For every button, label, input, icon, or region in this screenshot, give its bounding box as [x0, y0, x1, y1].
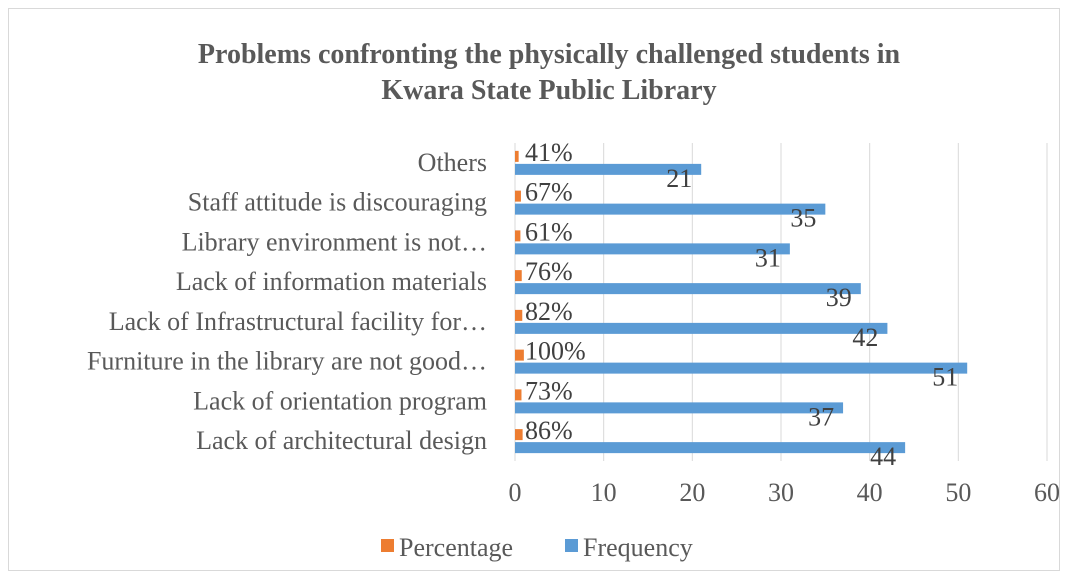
category-label: Furniture in the library are not good… [87, 347, 487, 376]
data-labels: 44 86% 37 73% 51 100% 42 82% 39 76% 31 61% 35 67% 21 41… [525, 138, 958, 471]
data-label-percentage: 82% [525, 297, 573, 326]
x-tick-label: 30 [768, 478, 794, 507]
bar-chart: Problems confronting the physically chal… [87, 39, 1061, 562]
bar-frequency [515, 362, 968, 374]
legend-swatch-percentage [381, 539, 394, 552]
category-label: Staff attitude is discouraging [188, 188, 487, 217]
x-tick-label: 50 [945, 478, 971, 507]
legend-swatch-frequency [565, 539, 578, 552]
x-axis-ticks: 0 10 20 30 40 50 60 [509, 478, 1061, 507]
data-label-percentage: 67% [525, 178, 573, 207]
x-tick-label: 60 [1034, 478, 1060, 507]
bar-frequency [515, 203, 826, 215]
chart-title-line-2: Kwara State Public Library [381, 75, 716, 106]
legend: Percentage Frequency [381, 533, 693, 562]
data-label-frequency: 42 [852, 323, 878, 352]
bar-frequency [515, 283, 861, 295]
legend-label-percentage: Percentage [399, 533, 513, 562]
legend-label-frequency: Frequency [583, 533, 693, 562]
data-label-percentage: 100% [525, 337, 586, 366]
bar-frequency [515, 402, 844, 414]
bar-percentage [515, 150, 519, 162]
bar-percentage [515, 429, 523, 441]
chart-frame: Problems confronting the physically chal… [8, 8, 1060, 571]
data-label-percentage: 76% [525, 257, 573, 286]
data-label-percentage: 73% [525, 376, 573, 405]
data-label-frequency: 35 [790, 204, 816, 233]
category-label: Others [418, 148, 487, 177]
data-label-percentage: 86% [525, 416, 573, 445]
x-tick-label: 10 [591, 478, 617, 507]
data-label-percentage: 41% [525, 138, 573, 167]
x-tick-label: 0 [509, 478, 522, 507]
data-label-frequency: 37 [808, 402, 834, 431]
data-label-percentage: 61% [525, 217, 573, 246]
bars [515, 150, 968, 454]
data-label-frequency: 44 [870, 442, 896, 471]
category-label: Lack of orientation program [193, 386, 487, 415]
bar-percentage [515, 309, 523, 321]
x-tick-label: 20 [679, 478, 705, 507]
bar-percentage [515, 230, 521, 242]
chart-title-line-1: Problems confronting the physically chal… [198, 39, 901, 70]
bar-frequency [515, 442, 906, 454]
category-label: Lack of information materials [176, 267, 487, 296]
data-label-frequency: 39 [826, 283, 852, 312]
category-labels: Lack of architectural design Lack of orie… [87, 148, 487, 455]
bar-percentage [515, 389, 522, 401]
bar-frequency [515, 243, 790, 255]
category-label: Lack of Infrastructural facility for… [109, 307, 487, 336]
category-label: Library environment is not… [182, 227, 487, 256]
bar-percentage [515, 190, 521, 202]
bar-frequency [515, 322, 888, 334]
data-label-frequency: 21 [666, 164, 692, 193]
data-label-frequency: 31 [755, 243, 781, 272]
bar-percentage [515, 270, 522, 282]
x-tick-label: 40 [857, 478, 883, 507]
category-label: Lack of architectural design [196, 426, 487, 455]
data-label-frequency: 51 [932, 363, 958, 392]
bar-percentage [515, 349, 524, 361]
bar-frequency [515, 163, 702, 175]
